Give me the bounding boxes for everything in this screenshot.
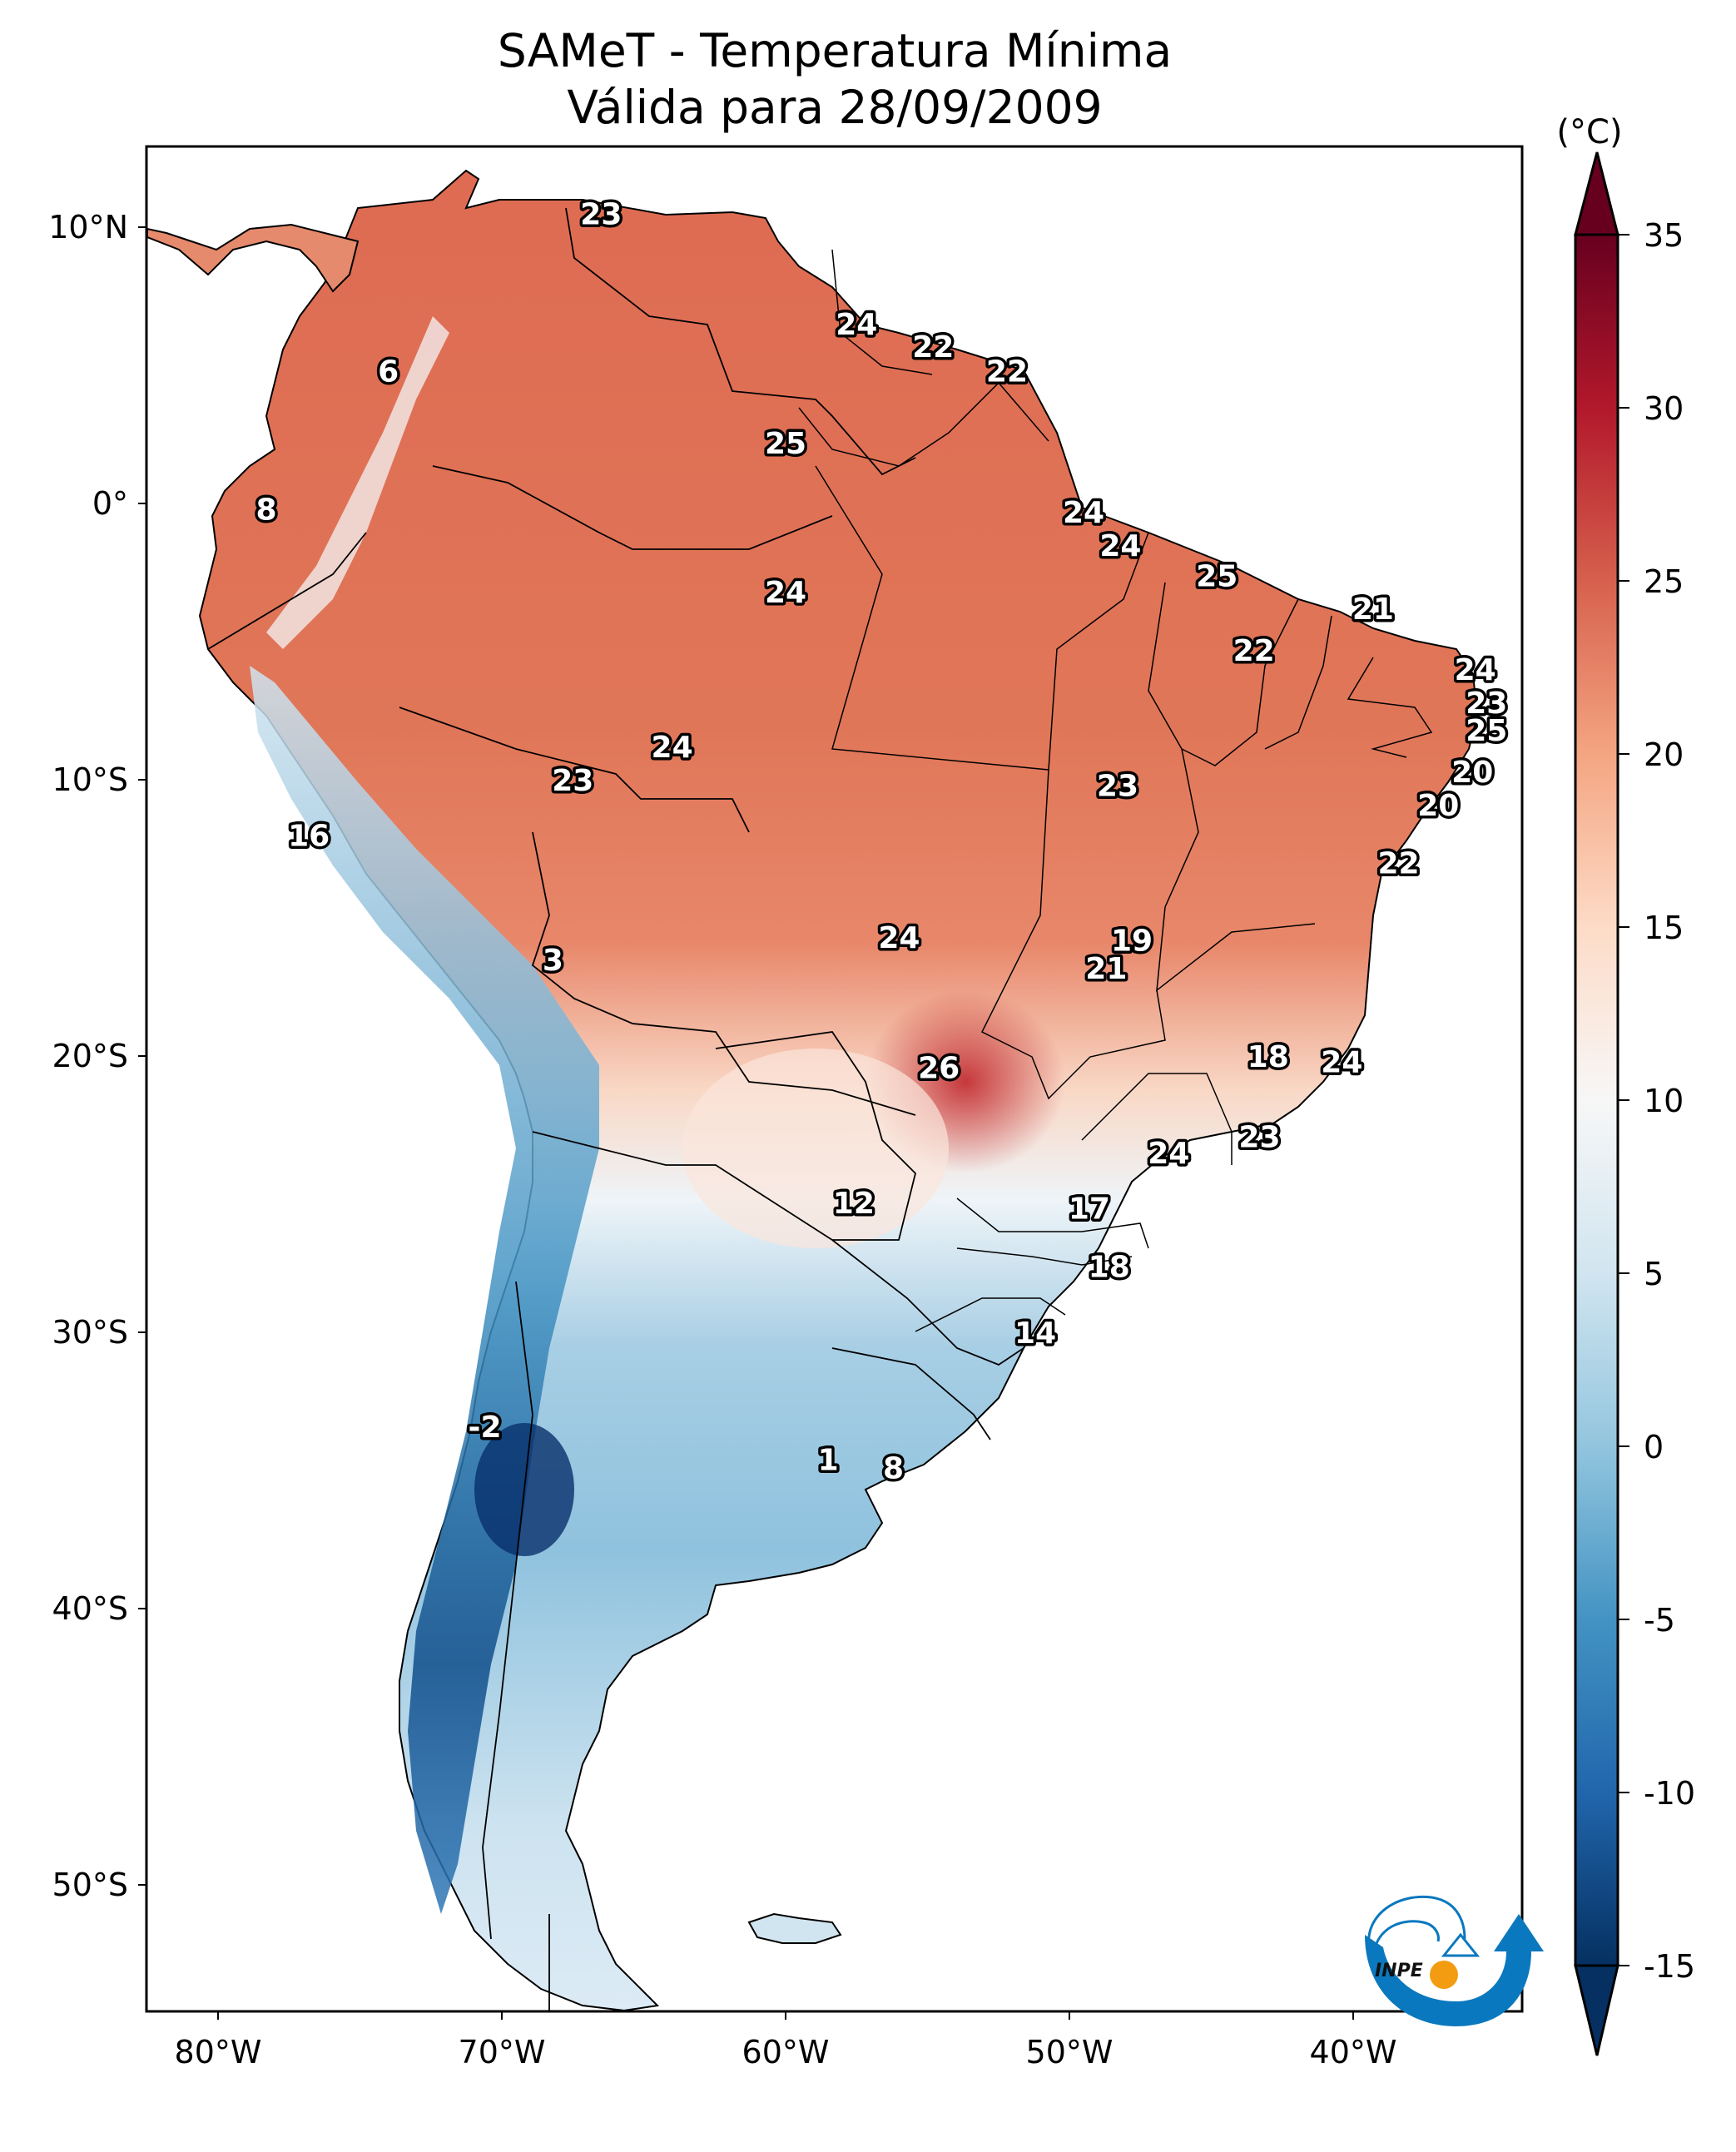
station-label: 16 — [288, 819, 330, 853]
station-label: 14 — [1014, 1316, 1056, 1351]
station-label: 22 — [912, 330, 954, 364]
station-label: 24 — [652, 731, 693, 765]
x-axis: 80°W 70°W 60°W 50°W 40°W — [175, 2011, 1397, 2070]
y-axis: 10°N 0° 10°S 20°S 30°S 40°S 50°S — [48, 209, 146, 1903]
station-label: 24 — [878, 921, 920, 955]
inpe-logo: INPE — [1365, 1895, 1544, 2026]
island-falklands — [747, 1912, 842, 1944]
station-label: 21 — [1085, 952, 1127, 986]
station-label: 24 — [765, 576, 806, 610]
x-tick-label: 60°W — [742, 2034, 830, 2070]
station-label: 22 — [1378, 847, 1420, 881]
station-label: 24 — [1321, 1046, 1362, 1080]
x-tick-label: 70°W — [459, 2034, 546, 2070]
colorbar-tick-label: 30 — [1644, 390, 1684, 427]
x-tick-label: 50°W — [1026, 2034, 1114, 2070]
station-label: 8 — [255, 493, 276, 528]
logo-orbit-arrow-icon — [1367, 1895, 1481, 1957]
continent-central-america — [147, 223, 360, 293]
colorbar-ticks: 35 30 25 20 15 10 5 0 -5 -10 -15 — [1618, 217, 1695, 1985]
station-label: 23 — [1466, 687, 1507, 721]
colorbar-body — [1574, 233, 1619, 1967]
station-label: 1 — [818, 1444, 839, 1478]
y-tick-label: 50°S — [52, 1867, 128, 1903]
country-borders — [207, 207, 1024, 2011]
colorbar: (°C) 35 30 25 20 15 10 5 0 -5 -10 -15 — [1556, 113, 1695, 2056]
station-label: 25 — [1466, 714, 1507, 748]
station-label: 18 — [1247, 1040, 1289, 1074]
colorbar-unit-label: (°C) — [1556, 113, 1622, 151]
colorbar-tick-label: 35 — [1644, 217, 1684, 254]
y-tick-label: 10°N — [48, 209, 128, 245]
station-label: 17 — [1069, 1193, 1110, 1227]
colorbar-extend-bottom — [1574, 1964, 1619, 2056]
andes-cold-band — [250, 666, 599, 1914]
station-label: 24 — [1099, 529, 1141, 563]
y-tick-label: 10°S — [52, 761, 128, 798]
colorbar-tick-label: 20 — [1644, 736, 1684, 773]
chaco-pale-zone — [682, 1049, 949, 1248]
station-label: 24 — [1148, 1137, 1189, 1171]
station-label: 3 — [543, 944, 563, 978]
station-label: 26 — [918, 1051, 960, 1085]
station-label: -2 — [469, 1411, 502, 1445]
station-label: 24 — [1455, 653, 1496, 687]
colorbar-tick-label: 0 — [1644, 1429, 1664, 1465]
map-frame — [145, 145, 1524, 2013]
logo-sun-icon — [1430, 1961, 1458, 1989]
x-tick-label: 40°W — [1310, 2034, 1397, 2070]
station-label: 20 — [1451, 756, 1493, 790]
colorbar-tick-label: -5 — [1644, 1602, 1675, 1639]
station-label: 20 — [1417, 789, 1459, 823]
colorbar-tick-label: -10 — [1644, 1775, 1695, 1812]
logo-swoosh-arrow-icon — [1365, 1914, 1544, 2026]
colorbar-tick-label: -15 — [1644, 1948, 1695, 1985]
y-tick-label: 0° — [92, 485, 128, 522]
colorbar-tick-label: 25 — [1644, 563, 1684, 600]
station-label: 23 — [580, 197, 622, 231]
y-tick-label: 40°S — [52, 1590, 128, 1627]
chart-title-line2: Válida para 28/09/2009 — [567, 81, 1103, 134]
station-label: 18 — [1089, 1250, 1130, 1284]
station-label: 25 — [1196, 559, 1238, 593]
map-area — [147, 169, 1479, 2011]
station-label: 23 — [1097, 770, 1138, 804]
state-borders — [798, 249, 1433, 1332]
northern-andes-band — [266, 316, 449, 649]
station-label: 23 — [552, 764, 593, 798]
y-tick-label: 20°S — [52, 1038, 128, 1074]
station-label: 22 — [986, 355, 1028, 389]
station-label: 6 — [378, 355, 399, 389]
y-tick-label: 30°S — [52, 1314, 128, 1351]
station-label: 12 — [833, 1187, 875, 1221]
station-label: 21 — [1352, 593, 1394, 627]
station-label: 24 — [1063, 496, 1104, 530]
colorbar-tick-label: 5 — [1644, 1256, 1664, 1292]
colorbar-tick-label: 15 — [1644, 910, 1684, 946]
logo-text: INPE — [1375, 1961, 1423, 1981]
station-label: 24 — [836, 308, 877, 342]
station-label: 19 — [1111, 925, 1153, 959]
colorbar-tick-label: 10 — [1644, 1083, 1684, 1119]
station-label: 22 — [1233, 634, 1275, 668]
station-label: 8 — [883, 1452, 904, 1486]
x-tick-label: 80°W — [175, 2034, 262, 2070]
colorbar-extend-top — [1574, 151, 1619, 236]
chart-title-line1: SAMeT - Temperatura Mínima — [497, 24, 1173, 77]
station-label: 23 — [1238, 1120, 1280, 1154]
station-label: 25 — [765, 427, 806, 461]
